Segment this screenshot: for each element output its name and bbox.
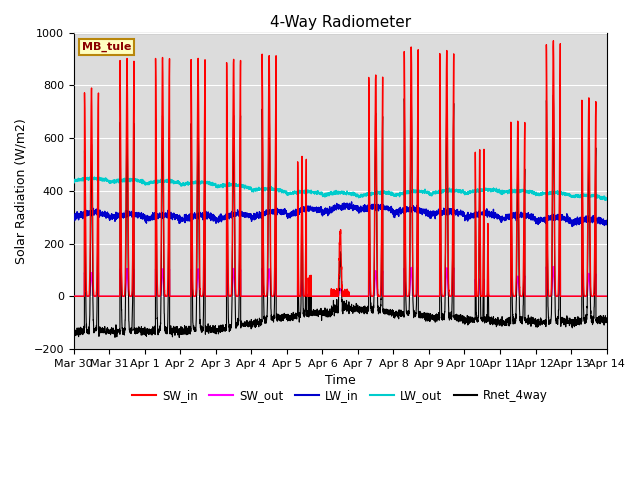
SW_in [603, 293, 611, 299]
SW_in [460, 293, 467, 299]
Rnet_4way [430, 313, 438, 319]
Legend: SW_in, SW_out, LW_in, LW_out, Rnet_4way: SW_in, SW_out, LW_in, LW_out, Rnet_4way [127, 384, 553, 407]
SW_out [602, 293, 610, 299]
LW_out [321, 192, 328, 198]
LW_in [603, 217, 611, 223]
Line: SW_in: SW_in [74, 41, 607, 296]
SW_out [490, 293, 497, 299]
SW_in [166, 56, 173, 61]
Y-axis label: Solar Radiation (W/m2): Solar Radiation (W/m2) [15, 118, 28, 264]
Rnet_4way [321, 309, 328, 314]
LW_in [460, 213, 467, 219]
SW_in [550, 38, 557, 44]
LW_out [70, 179, 77, 185]
LW_out [601, 197, 609, 203]
Title: 4-Way Radiometer: 4-Way Radiometer [269, 15, 411, 30]
LW_in [166, 212, 173, 217]
Rnet_4way [407, 91, 415, 97]
SW_out [430, 293, 438, 299]
Rnet_4way [175, 335, 183, 340]
SW_in [490, 293, 497, 299]
LW_in [568, 224, 576, 229]
Rnet_4way [70, 332, 77, 337]
SW_in [430, 293, 438, 299]
LW_out [88, 174, 96, 180]
LW_out [490, 185, 497, 191]
Rnet_4way [460, 314, 467, 320]
LW_out [602, 197, 610, 203]
LW_out [166, 178, 173, 183]
LW_in [348, 199, 355, 205]
LW_in [602, 222, 610, 228]
SW_out [166, 266, 173, 272]
LW_out [603, 196, 611, 202]
Rnet_4way [603, 315, 611, 321]
LW_in [430, 208, 438, 214]
LW_in [490, 211, 497, 217]
X-axis label: Time: Time [324, 374, 356, 387]
LW_out [460, 190, 467, 195]
Line: Rnet_4way: Rnet_4way [74, 94, 607, 337]
SW_out [320, 293, 328, 299]
SW_out [550, 264, 557, 269]
LW_out [430, 189, 438, 194]
Rnet_4way [602, 319, 610, 324]
SW_in [320, 293, 328, 299]
LW_in [320, 208, 328, 214]
SW_out [603, 293, 611, 299]
Text: MB_tule: MB_tule [82, 42, 131, 52]
Line: LW_in: LW_in [74, 202, 607, 227]
SW_out [460, 293, 467, 299]
SW_in [602, 293, 610, 299]
Rnet_4way [166, 118, 173, 123]
SW_in [70, 293, 77, 299]
SW_out [70, 293, 77, 299]
Rnet_4way [490, 318, 498, 324]
Line: LW_out: LW_out [74, 177, 607, 200]
Line: SW_out: SW_out [74, 266, 607, 296]
LW_in [70, 218, 77, 224]
